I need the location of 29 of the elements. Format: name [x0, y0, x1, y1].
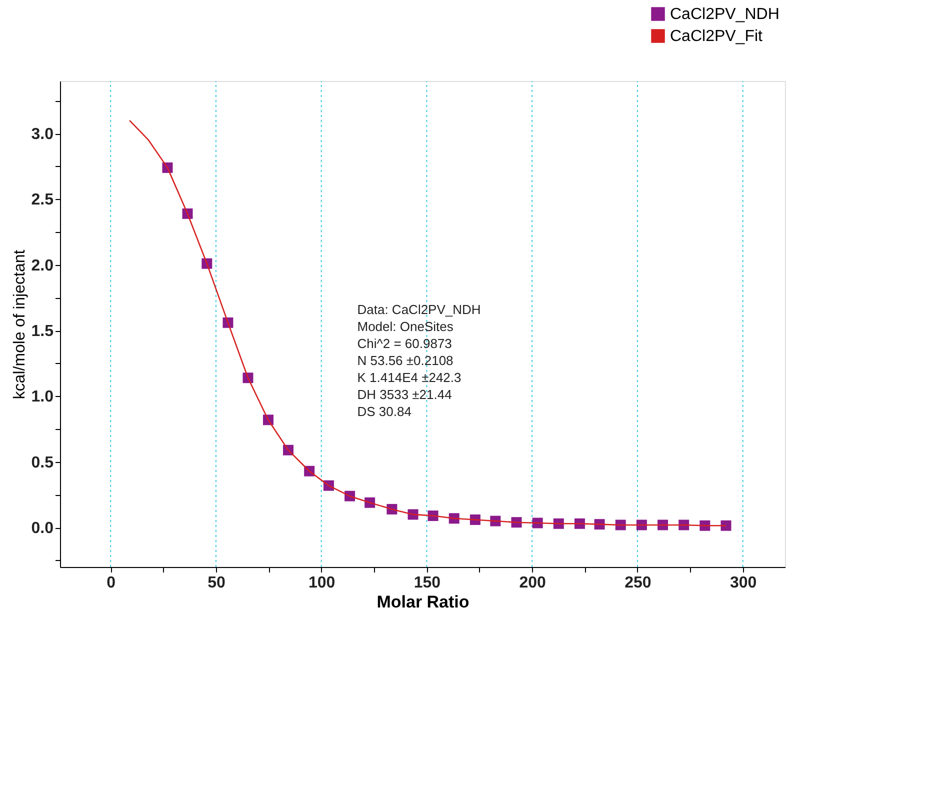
annotation: DH 3533 ±21.44	[357, 387, 452, 402]
annotation: Data: CaCl2PV_NDH	[357, 302, 481, 318]
x-tick-label: 250	[624, 574, 652, 592]
annotation: DS 30.84	[357, 404, 412, 420]
y-tick-label: 1.5	[31, 323, 54, 340]
y-tick-label: 1.0	[31, 388, 54, 406]
x-tick-label: 50	[208, 574, 226, 592]
point	[678, 520, 690, 530]
y-tick-label: 3.0	[31, 126, 54, 144]
point	[636, 520, 647, 530]
annotation: Chi^2 = 60.9873	[357, 336, 452, 352]
y-tick-label: 2.0	[31, 257, 54, 274]
annotation: Model: OneSites	[357, 319, 454, 334]
y-axis-title: kcal/mole of injectant	[11, 249, 28, 400]
point	[720, 520, 732, 531]
x-axis-title: Molar Ratio	[376, 592, 470, 612]
legend-label: CaCl2PV_Fit	[670, 28, 764, 45]
x-tick-label: 0	[106, 574, 116, 592]
annotation: K 1.414E4 ±242.3	[357, 370, 462, 386]
y-tick-label: 0.0	[31, 520, 54, 538]
x-tick-label: 200	[519, 574, 546, 592]
x-tick-label: 100	[308, 574, 336, 592]
y-tick-label: 0.5	[31, 454, 54, 472]
point	[658, 520, 668, 530]
x-tick-label: 300	[730, 574, 757, 592]
annotation: N 53.56 ±0.2108	[357, 353, 454, 368]
y-tick-label: 2.5	[31, 192, 54, 209]
legend-label: CaCl2PV_NDH	[670, 6, 780, 23]
x-tick-label: 150	[414, 574, 441, 592]
